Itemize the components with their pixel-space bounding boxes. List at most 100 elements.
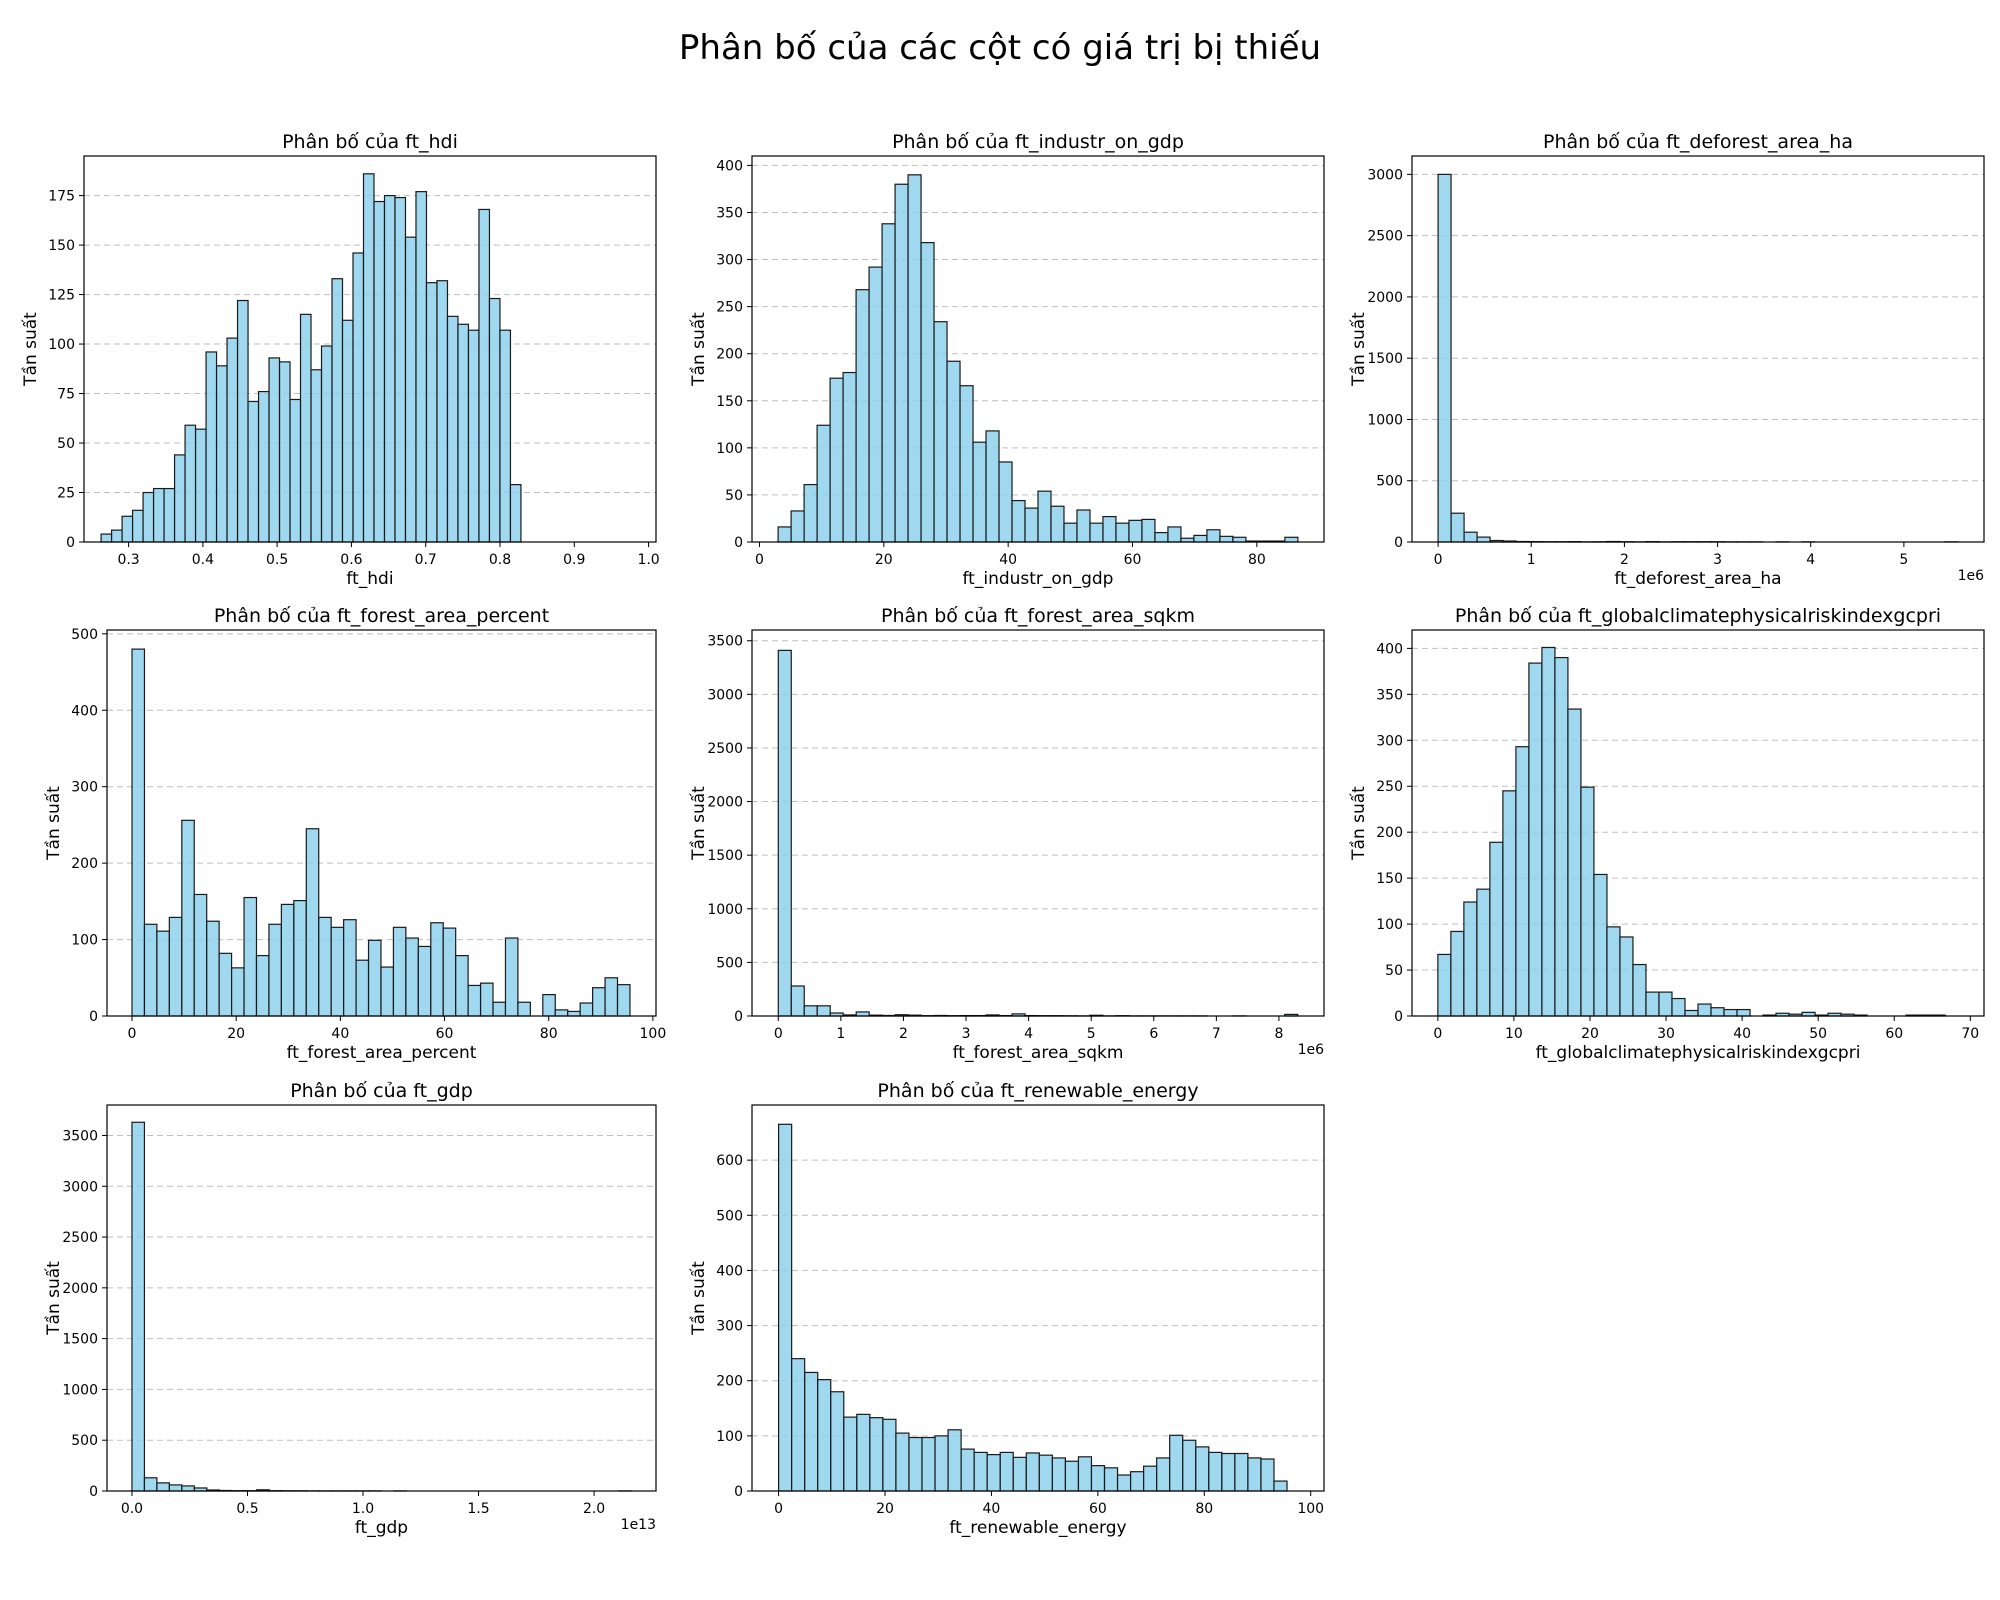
histogram-bar (843, 1416, 858, 1492)
y-tick-label: 2500 (1367, 229, 1403, 245)
x-tick-label: 2 (1620, 552, 1629, 568)
x-tick-label: 50 (1809, 1026, 1827, 1042)
y-tick-label: 0 (734, 535, 743, 551)
histogram-bar (143, 1477, 158, 1492)
x-tick-label: 2 (899, 1026, 908, 1042)
subplot-title: Phân bố của ft_gdp (290, 1080, 473, 1102)
histogram-bar (1736, 1008, 1751, 1017)
x-tick-label: 1 (1527, 552, 1536, 568)
histogram-bar (1221, 1452, 1236, 1492)
y-tick-label: 50 (1385, 963, 1403, 979)
subplot-3: 0 500 1000 1500 2000 2500 3000 0 1 2 3 4 5 1e6 Phân bố… (1348, 131, 1985, 589)
histogram-bar (417, 945, 432, 1017)
histogram-bar (430, 922, 444, 1017)
y-tick-label: 1000 (707, 902, 743, 918)
x-tick-label: 20 (227, 1026, 245, 1042)
histogram-bar (778, 1123, 793, 1492)
histogram-bar (895, 1432, 910, 1492)
histogram-bar (1089, 522, 1104, 543)
histogram-bar (305, 828, 320, 1017)
histogram-bar (181, 1485, 195, 1492)
y-axis-label: Tần suất (1348, 312, 1369, 387)
histogram-bar (184, 424, 197, 543)
x-tick-label: 20 (875, 552, 893, 568)
y-axis-label: Tần suất (688, 312, 709, 387)
histogram-bar (1437, 173, 1452, 543)
histogram-bar (255, 955, 270, 1017)
axes-frame (106, 629, 657, 1017)
y-tick-label: 50 (57, 436, 75, 452)
histogram-bar (999, 1451, 1014, 1492)
histogram-bar (173, 454, 186, 543)
histogram-bar (803, 1005, 818, 1017)
y-tick-label: 1000 (1367, 412, 1403, 428)
y-tick-label: 1000 (62, 1382, 98, 1398)
histogram-bar (293, 899, 307, 1017)
x-tick-label: 0.0 (121, 1501, 143, 1517)
histogram-bar (986, 1454, 1001, 1492)
y-tick-label: 250 (1376, 779, 1403, 795)
histogram-bar (1037, 490, 1052, 543)
histogram-bar (131, 648, 146, 1017)
y-tick-label: 200 (716, 347, 743, 363)
histogram-bar (816, 424, 831, 543)
y-tick-label: 0 (89, 1484, 98, 1500)
histogram-bar (278, 361, 291, 543)
histogram-bar (790, 510, 805, 543)
x-tick-label: 40 (1733, 1026, 1751, 1042)
histogram-bar (1011, 499, 1026, 543)
histogram-bar (499, 329, 512, 543)
histogram-bar (380, 966, 395, 1017)
y-tick-label: 125 (48, 288, 75, 304)
x-tick-label: 40 (999, 552, 1017, 568)
histogram-bar (1697, 1003, 1712, 1017)
histogram-bar (383, 194, 396, 543)
histogram-bar (1051, 1457, 1067, 1492)
histogram-bar (1193, 534, 1208, 543)
x-axis-label: ft_globalclimatephysicalriskindexgcpri (1536, 1043, 1861, 1063)
histogram-bar (567, 1010, 581, 1017)
histogram-bar (790, 985, 805, 1017)
x-tick-label: 0.3 (117, 552, 139, 568)
x-tick-label: 6 (1149, 1026, 1158, 1042)
y-tick-label: 3000 (1367, 167, 1403, 183)
y-tick-label: 100 (716, 441, 743, 457)
histogram-bar (1528, 662, 1543, 1017)
axis-offset-label: 1e6 (1958, 568, 1985, 584)
histogram-bar (1723, 1008, 1738, 1017)
histogram-bar (1128, 519, 1143, 543)
axes-frame (1411, 155, 1985, 543)
x-tick-label: 1.5 (467, 1501, 489, 1517)
y-tick-label: 2000 (62, 1281, 98, 1297)
x-tick-label: 70 (1961, 1026, 1979, 1042)
histogram-bar (1208, 1451, 1223, 1492)
x-tick-label: 3 (962, 1026, 971, 1042)
histogram-bar (206, 920, 220, 1017)
y-tick-label: 400 (1376, 641, 1403, 657)
histogram-bar (517, 1001, 531, 1017)
histogram-bar (355, 959, 370, 1017)
histogram-bar (1116, 1474, 1132, 1492)
histogram-bar (1232, 536, 1247, 543)
x-tick-label: 0 (128, 1026, 137, 1042)
x-tick-label: 0.9 (563, 552, 585, 568)
x-tick-label: 3 (1713, 552, 1722, 568)
x-tick-label: 5 (1899, 552, 1908, 568)
histogram-bar (442, 927, 457, 1017)
subplot-title: Phân bố của ft_forest_area_sqkm (881, 605, 1195, 627)
y-axis-label: Tần suất (688, 786, 709, 861)
histogram-bar (404, 236, 417, 543)
y-tick-label: 500 (71, 627, 98, 643)
histogram-bar (330, 926, 345, 1017)
histogram-bar (1606, 926, 1621, 1017)
histogram-bar (152, 487, 165, 543)
x-tick-label: 30 (1657, 1026, 1675, 1042)
histogram-bar (215, 365, 228, 543)
histogram-bar (1554, 656, 1569, 1017)
y-tick-label: 175 (48, 189, 75, 205)
histogram-bar (907, 174, 922, 543)
histogram-bar (1206, 529, 1221, 543)
histogram-bar (1076, 509, 1091, 543)
histogram-bar (1632, 963, 1647, 1017)
